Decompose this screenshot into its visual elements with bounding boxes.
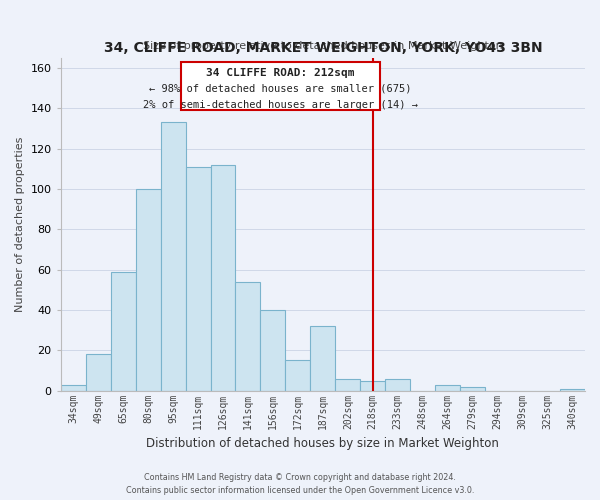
Bar xyxy=(211,164,235,390)
Text: 2% of semi-detached houses are larger (14) →: 2% of semi-detached houses are larger (1… xyxy=(143,100,418,110)
Bar xyxy=(86,354,110,390)
Bar xyxy=(235,282,260,391)
Bar xyxy=(460,386,485,390)
Bar xyxy=(61,384,86,390)
Bar xyxy=(310,326,335,390)
Bar xyxy=(136,189,161,390)
Bar xyxy=(161,122,185,390)
Bar xyxy=(260,310,286,390)
X-axis label: Distribution of detached houses by size in Market Weighton: Distribution of detached houses by size … xyxy=(146,437,499,450)
Text: 34 CLIFFE ROAD: 212sqm: 34 CLIFFE ROAD: 212sqm xyxy=(206,68,355,78)
Bar xyxy=(335,378,361,390)
Bar xyxy=(435,384,460,390)
FancyBboxPatch shape xyxy=(181,62,380,110)
Bar xyxy=(185,166,211,390)
Text: ← 98% of detached houses are smaller (675): ← 98% of detached houses are smaller (67… xyxy=(149,84,412,94)
Bar xyxy=(110,272,136,390)
Bar xyxy=(361,380,385,390)
Text: Contains HM Land Registry data © Crown copyright and database right 2024.
Contai: Contains HM Land Registry data © Crown c… xyxy=(126,474,474,495)
Y-axis label: Number of detached properties: Number of detached properties xyxy=(15,136,25,312)
Bar xyxy=(286,360,310,390)
Bar xyxy=(385,378,410,390)
Bar xyxy=(560,388,585,390)
Text: Size of property relative to detached houses in Market Weighton: Size of property relative to detached ho… xyxy=(143,41,503,51)
Title: 34, CLIFFE ROAD, MARKET WEIGHTON, YORK, YO43 3BN: 34, CLIFFE ROAD, MARKET WEIGHTON, YORK, … xyxy=(104,41,542,55)
